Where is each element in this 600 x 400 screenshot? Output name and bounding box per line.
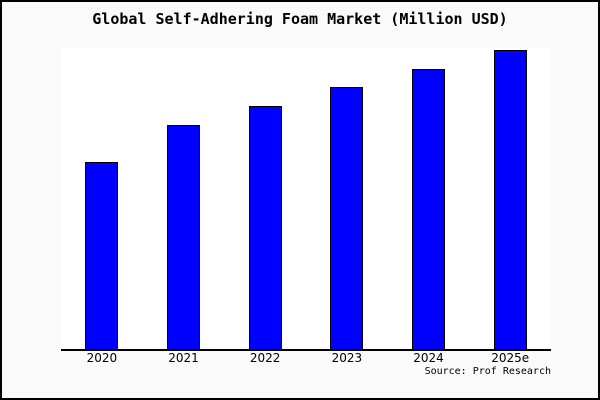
bar-slot-2025e [469,48,551,349]
x-tick-label-2020: 2020 [86,351,118,365]
bar-slot-2021 [143,48,225,349]
x-tick-label-2025e: 2025e [491,351,530,365]
x-tick-label-2022: 2022 [249,351,281,365]
bar-slot-2024 [388,48,470,349]
bar-2021 [167,125,200,349]
bar-slot-2023 [306,48,388,349]
plot-area [61,48,551,351]
x-tick-label-2023: 2023 [331,351,363,365]
x-tick-label-2024: 2024 [413,351,444,365]
source-note: Source: Prof Research [424,366,551,377]
x-tick-label-2021: 2021 [168,351,199,365]
x-axis-labels: 2020 2021 2022 2023 2024 2025e [61,351,551,366]
bar-2023 [330,87,364,349]
bar-slot-2020 [61,48,143,349]
bar-2024 [412,69,446,349]
bar-slot-2022 [224,48,306,349]
bar-2020 [85,162,119,349]
bar-2025e [493,50,527,349]
bar-2022 [248,106,282,349]
chart-title: Global Self-Adhering Foam Market (Millio… [92,10,508,28]
